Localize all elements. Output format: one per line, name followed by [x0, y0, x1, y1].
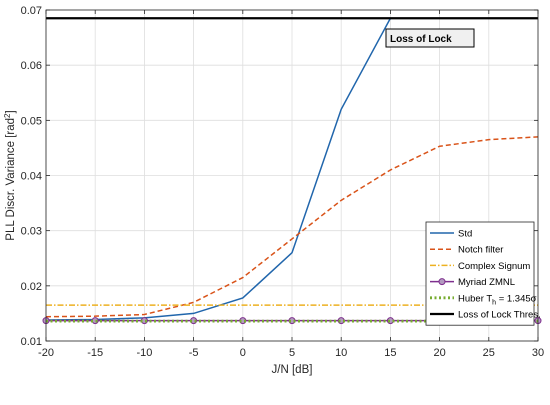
y-tick-label: 0.06 — [21, 60, 42, 72]
annotation-box — [385, 28, 475, 48]
x-tick-label: -5 — [189, 347, 199, 359]
legend: Std Notch filter Complex Signum Myriad ZMNL… — [425, 221, 541, 326]
legend-label-end: = 1.345σ — [496, 293, 537, 304]
loss-of-lock-annotation: Loss of Lock — [385, 28, 475, 48]
series-line-std — [45, 17, 392, 321]
y-tick-label: 0.01 — [21, 336, 42, 348]
legend-label-text: Std — [458, 229, 472, 240]
legend-label-notch-filter: Notch filter — [458, 245, 503, 256]
legend-label-text: Myriad ZMNL — [458, 277, 515, 288]
y-axis-title-sup: 2 — [3, 113, 12, 118]
y-tick-label: 0.07 — [21, 5, 42, 17]
annotation-label: Loss of Lock — [390, 34, 452, 45]
legend-label-text: Notch filter — [458, 245, 503, 256]
y-axis-title-end: ] — [5, 110, 17, 113]
legend-label-std: Std — [458, 229, 472, 240]
x-tick-label: 5 — [289, 347, 295, 359]
x-axis-title: J/N [dB] — [272, 364, 313, 376]
y-tick-label: 0.04 — [21, 171, 42, 183]
x-tick-label: -20 — [38, 347, 54, 359]
x-tick-label: 25 — [483, 347, 495, 359]
legend-label-text: Huber T — [458, 293, 492, 304]
legend-label-text: Loss of Lock Thres. — [458, 310, 541, 321]
y-tick-label: 0.05 — [21, 115, 42, 127]
legend-label-text: Complex Signum — [458, 261, 530, 272]
y-tick-label: 0.02 — [21, 281, 42, 293]
y-axis-title-text: PLL Discr. Variance [rad — [5, 118, 17, 241]
x-axis-title-text: J/N [dB] — [272, 364, 313, 376]
legend-label-myriad-zmnl: Myriad ZMNL — [458, 277, 515, 288]
legend-label-sub: h — [492, 299, 496, 306]
y-tick-label: 0.03 — [21, 226, 42, 238]
y-axis-title: PLL Discr. Variance [rad2] — [3, 110, 17, 240]
x-tick-label: -15 — [87, 347, 103, 359]
legend-label-complex-signum: Complex Signum — [458, 261, 530, 272]
x-tick-label: 15 — [384, 347, 396, 359]
x-tick-label: 30 — [532, 347, 544, 359]
legend-label-huber-t: Huber Th = 1.345σ — [458, 293, 537, 306]
x-tick-label: -10 — [136, 347, 152, 359]
legend-box — [425, 221, 535, 326]
x-tick-label: 0 — [240, 347, 246, 359]
x-tick-label: 10 — [335, 347, 347, 359]
series-line-notch-filter — [45, 136, 539, 318]
x-tick-label: 20 — [433, 347, 445, 359]
axes-frame — [45, 9, 539, 342]
tick-labels: -20 -15 -10 -5 0 5 10 15 20 25 30 0.01 0.02 0.03 0.04 0… — [21, 5, 545, 359]
legend-marker-myriad-zmnl — [438, 278, 446, 286]
legend-label-loss-of-lock-thres: Loss of Lock Thres. — [458, 310, 541, 321]
